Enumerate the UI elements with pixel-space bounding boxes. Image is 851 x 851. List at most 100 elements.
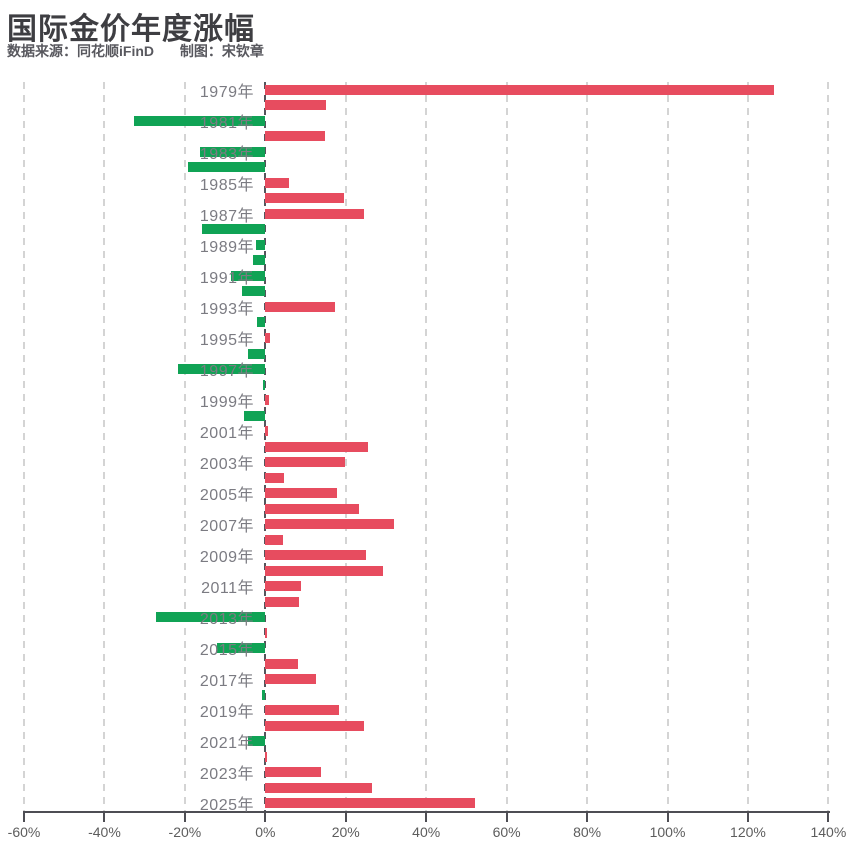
bar-row-2019: 2019年 [0,703,851,722]
year-label-1999: 1999年 [199,394,254,412]
bar-row-1993: 1993年 [0,299,851,318]
x-axis-tick--20% [183,811,186,822]
bar-2019 [265,705,340,716]
bar-2022 [265,751,267,762]
bar-row-2012 [0,594,851,610]
bar-row-1998 [0,377,851,393]
bar-2023 [265,767,321,778]
bar-1987 [265,208,364,219]
x-axis-tick-40% [425,811,428,822]
bar-1995 [265,333,270,343]
x-tick-label--20%: -20% [168,824,202,840]
year-label-2025: 2025年 [199,797,254,815]
bar-row-2023: 2023年 [0,765,851,784]
year-label-1983: 1983年 [199,145,254,163]
bar-row-2017: 2017年 [0,672,851,690]
x-tick-label--40%: -40% [88,824,121,840]
bar-1979 [265,84,775,95]
year-label-1989: 1989年 [199,238,254,256]
bar-row-2016 [0,656,851,672]
bar-1992 [242,286,266,297]
year-label-1997: 1997年 [199,363,254,381]
v-gridline-100% [666,82,669,811]
page-title: 国际金价年度涨幅 [7,13,255,46]
bar-row-1999: 1999年 [0,392,851,412]
v-gridline--20% [183,82,186,811]
bar-row-2024 [0,780,851,796]
x-axis-tick-60% [505,811,508,822]
bar-row-2021: 2021年 [0,734,851,752]
year-label-1993: 1993年 [199,300,254,318]
x-axis-tick-80% [586,811,589,822]
bar-2012 [265,596,299,607]
bar-row-1983: 1983年 [0,144,851,163]
bar-row-2006 [0,501,851,517]
bar-row-2015: 2015年 [0,641,851,659]
bar-2018 [261,689,266,700]
bar-2000 [243,410,266,421]
bar-row-1996 [0,346,851,362]
bar-row-2007: 2007年 [0,516,851,535]
x-axis-tick--60% [23,811,25,822]
bar-2011 [265,581,302,592]
year-label-1985: 1985年 [199,176,254,194]
year-label-1979: 1979年 [199,83,254,101]
bar-1990 [253,255,266,266]
bar-1996 [247,348,266,359]
bar-2002 [265,441,369,452]
bar-row-2008 [0,532,851,548]
bar-2009 [265,550,366,561]
bar-2008 [265,534,283,545]
bar-row-1995: 1995年 [0,330,851,350]
bar-1988 [202,224,266,235]
x-axis-tick-140% [827,811,830,822]
bar-row-1982 [0,129,851,145]
bar-1993 [265,301,335,312]
bar-1985 [265,177,289,188]
bar-row-1981: 1981年 [0,113,851,132]
bar-2016 [265,658,298,669]
bar-row-2018 [0,687,851,703]
year-label-2005: 2005年 [199,487,254,505]
bar-1994 [256,317,266,328]
year-label-2013: 2013年 [199,611,254,629]
bar-row-2005: 2005年 [0,485,851,505]
x-tick-label-100%: 100% [649,824,686,840]
year-label-1995: 1995年 [199,332,254,350]
year-label-2019: 2019年 [199,704,254,722]
bar-row-1988 [0,222,851,238]
bar-row-1994 [0,315,851,331]
bar-2001 [265,426,269,437]
year-label-2023: 2023年 [199,766,254,784]
bar-1986 [265,193,344,204]
bar-row-1985: 1985年 [0,175,851,194]
bar-row-2013: 2013年 [0,610,851,629]
v-gridline-60% [505,82,508,811]
bar-2010 [265,565,383,576]
author-label: 制图：宋钦章 [179,43,264,59]
bar-row-2022 [0,749,851,765]
bar-2021 [248,736,266,747]
x-tick-label-140%: 140% [810,824,847,840]
bar-2003 [265,457,346,468]
bar-row-2025: 2025年 [0,796,851,815]
subtitle: 数据来源：同花顺iFinD 制图：宋钦章 [7,41,264,61]
x-axis-tick-120% [746,811,749,822]
v-gridline--40% [103,82,106,811]
bar-row-1991: 1991年 [0,268,851,287]
v-gridline-80% [586,82,589,811]
year-label-2009: 2009年 [199,549,254,567]
bar-row-1986 [0,191,851,207]
bar-row-1987: 1987年 [0,206,851,225]
bar-1984 [188,162,266,173]
bar-1982 [265,131,326,142]
bar-1991 [230,270,266,281]
bar-row-1979: 1979年 [0,82,851,101]
year-label-2001: 2001年 [199,425,254,443]
x-tick-label-20%: 20% [331,824,360,840]
year-label-2011: 2011年 [201,580,254,598]
bar-row-2002 [0,439,851,455]
bar-row-2003: 2003年 [0,454,851,473]
bar-2020 [265,720,365,731]
bar-row-2001: 2001年 [0,423,851,443]
